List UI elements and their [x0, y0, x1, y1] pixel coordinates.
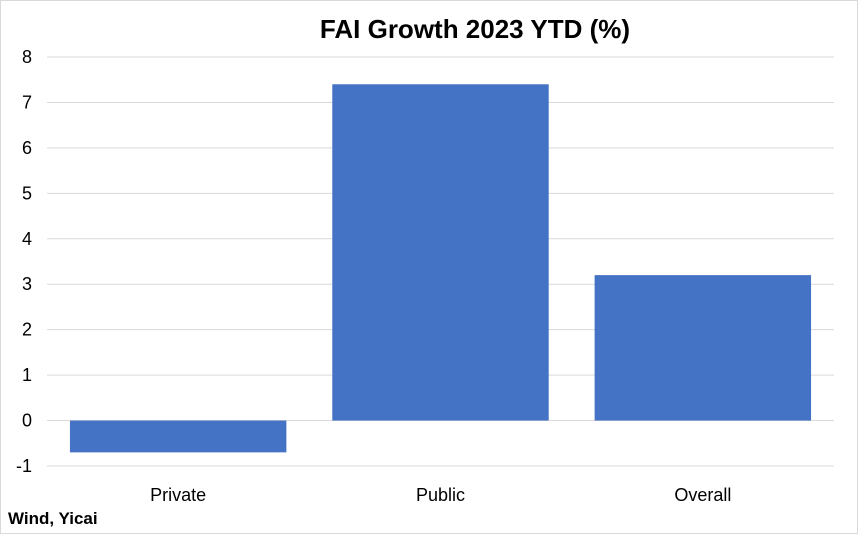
chart-title: FAI Growth 2023 YTD (%)	[320, 14, 630, 44]
x-axis-categories: Private Public Overall	[150, 485, 731, 505]
y-tick-label: 5	[22, 183, 32, 203]
y-tick-label: 0	[22, 411, 32, 431]
bar-overall	[594, 275, 812, 421]
category-label-overall: Overall	[674, 485, 731, 505]
source-label: Wind, Yicai	[8, 509, 98, 528]
y-tick-label: 7	[22, 92, 32, 112]
bars	[69, 84, 812, 453]
y-axis-ticks: -1 0 1 2 3 4 5 6 7 8	[16, 47, 32, 476]
y-tick-label: 6	[22, 138, 32, 158]
y-tick-label: 2	[22, 320, 32, 340]
bar-public	[332, 84, 549, 421]
category-label-public: Public	[416, 485, 465, 505]
y-tick-label: 3	[22, 274, 32, 294]
category-label-private: Private	[150, 485, 206, 505]
y-tick-label: 8	[22, 47, 32, 67]
y-tick-label: -1	[16, 456, 32, 476]
y-tick-label: 4	[22, 229, 32, 249]
y-tick-label: 1	[22, 365, 32, 385]
bar-private	[69, 420, 287, 453]
